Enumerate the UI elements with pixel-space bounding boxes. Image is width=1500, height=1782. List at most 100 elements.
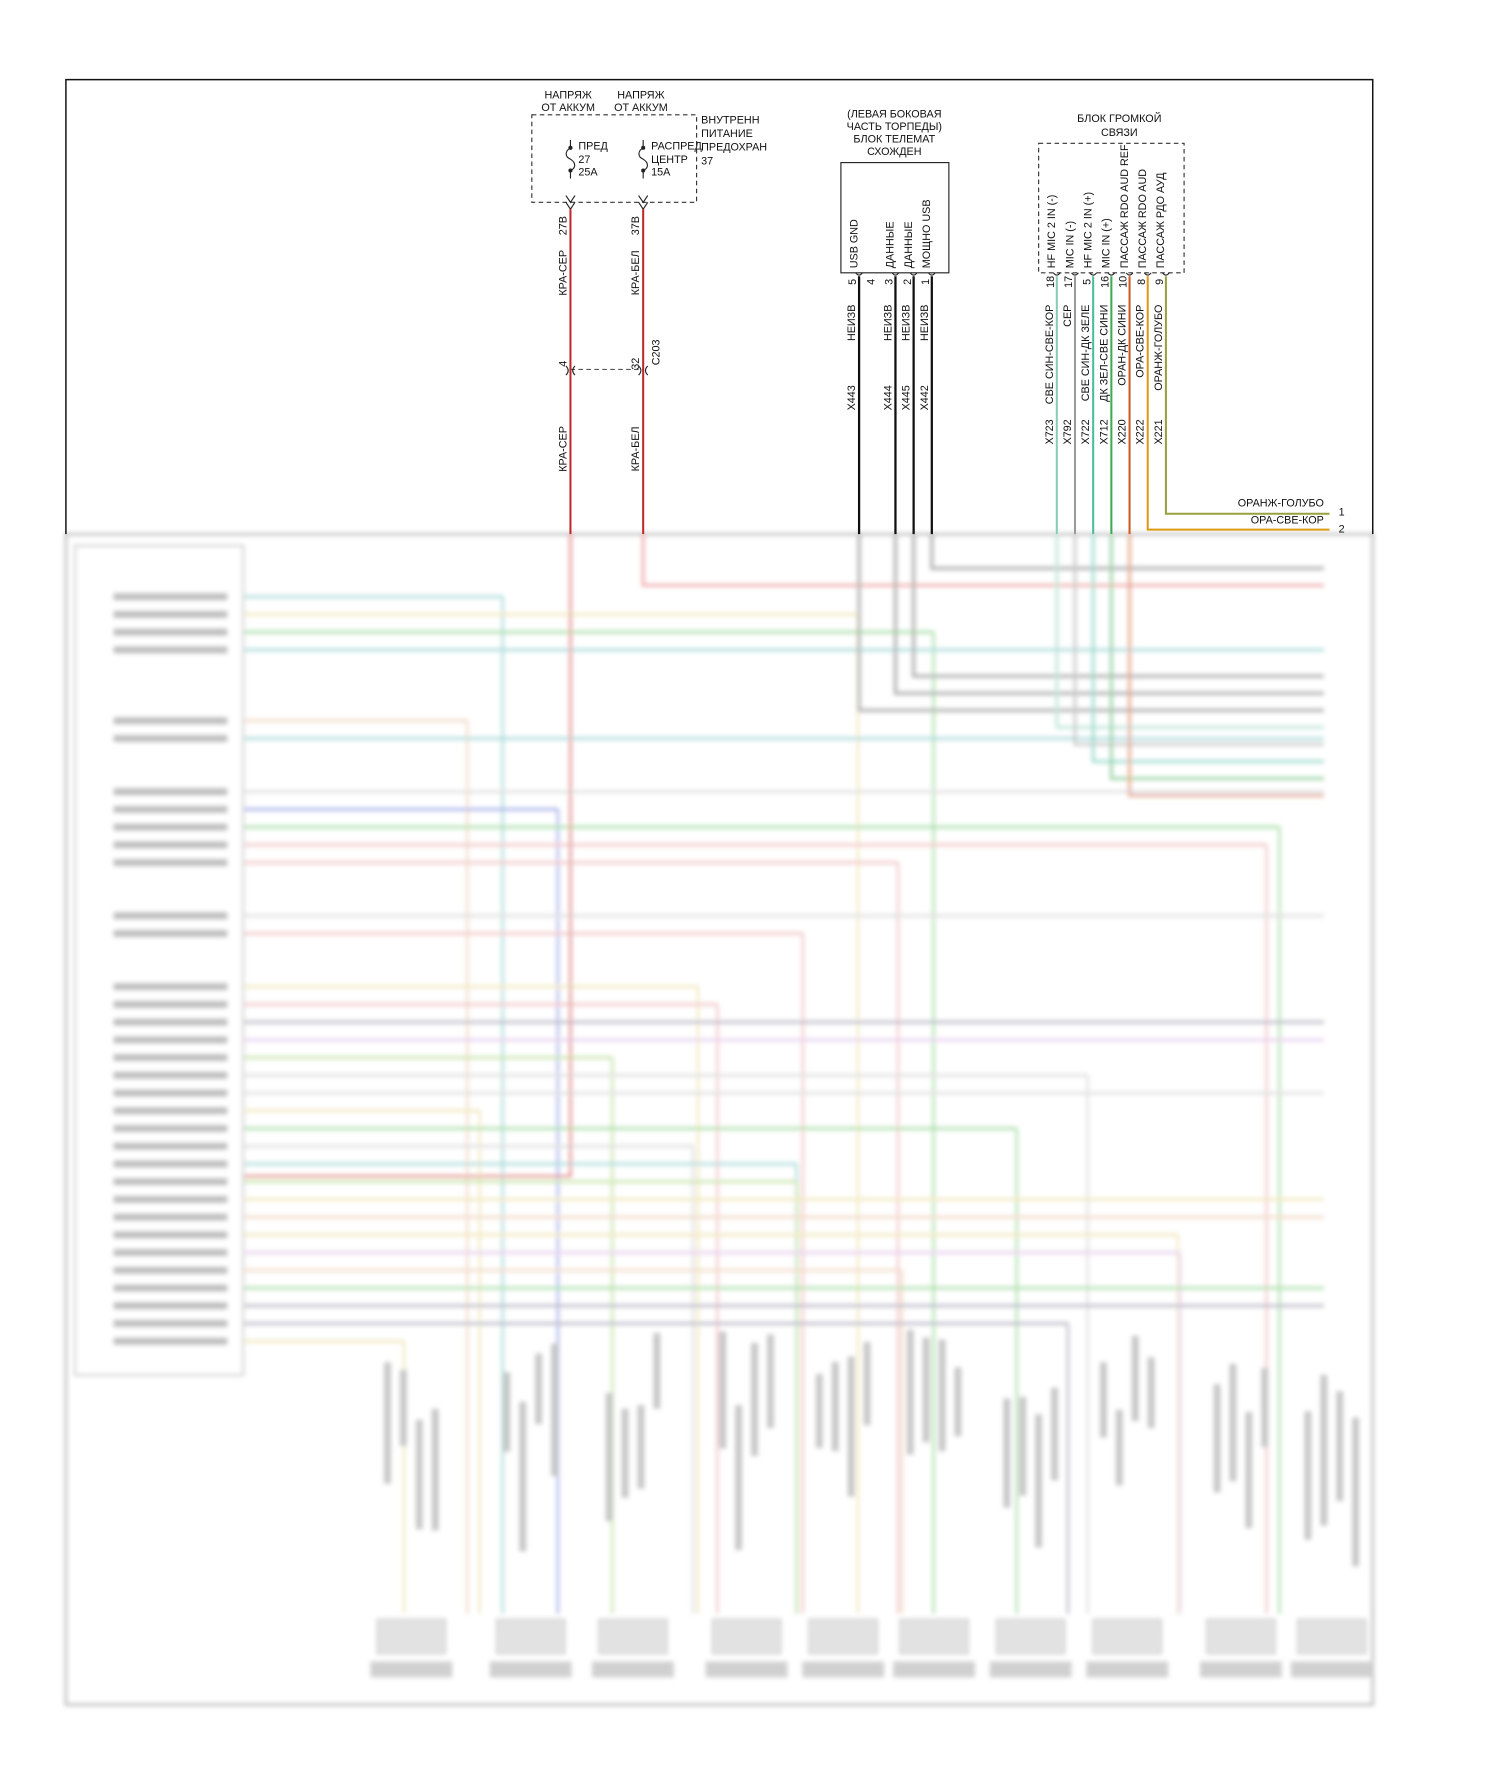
label-block <box>113 717 228 725</box>
label-block <box>113 1178 228 1186</box>
label-block <box>1261 1367 1269 1448</box>
pin-number: 4 <box>557 361 569 367</box>
label-block <box>370 1661 453 1678</box>
fuse-dot <box>568 168 573 173</box>
label-block <box>535 1353 543 1425</box>
label-block <box>113 1266 228 1274</box>
wire-color: СЕР <box>1062 305 1074 327</box>
terminal <box>1125 272 1134 276</box>
pin-number: 2 <box>902 279 914 285</box>
wire <box>893 534 1324 695</box>
label-block <box>113 1142 228 1150</box>
label-block <box>705 1661 788 1678</box>
pin-name: ПАССАЖ RDO AUD <box>1137 169 1149 269</box>
wire-color: ОРАНЖ-ГОЛУБО <box>1153 305 1165 391</box>
label-block <box>113 1284 228 1292</box>
wire-color: ОРАН-ДК СИНИ <box>1117 305 1129 386</box>
label-block <box>503 1372 511 1452</box>
terminal <box>1143 272 1152 276</box>
pin-name: USB GND <box>848 219 860 268</box>
label-block <box>735 1405 743 1550</box>
pin-name: MIC IN (+) <box>1101 218 1113 268</box>
label-block <box>113 1320 228 1327</box>
circuit-id: X722 <box>1080 419 1092 444</box>
label-block <box>1336 1391 1344 1502</box>
wire <box>1110 534 1324 780</box>
label-block <box>113 823 228 831</box>
label-block <box>719 1331 727 1449</box>
label-block <box>113 1036 228 1044</box>
wire-color: НЕИЗВ <box>846 305 858 341</box>
label-block <box>1051 1387 1058 1481</box>
label-block <box>1200 1661 1282 1678</box>
pin-name: ДАННЫЕ <box>885 221 897 268</box>
wire <box>1164 276 1330 515</box>
label-block <box>922 1337 930 1443</box>
label-block <box>938 1339 946 1452</box>
label-block <box>489 1661 572 1678</box>
wire <box>641 534 1324 587</box>
connector <box>1206 1618 1276 1655</box>
label-block <box>1019 1396 1027 1496</box>
circuit-id: X221 <box>1153 419 1165 444</box>
wire <box>911 534 1324 678</box>
pin-name: HF MIC 2 IN (+) <box>1082 192 1094 268</box>
wire-color: СВЕ СИН-ДК ЗЕЛЕ <box>1080 305 1092 402</box>
label-block <box>815 1374 823 1449</box>
terminal-number: 2 <box>1339 523 1345 535</box>
terminal-label: ОРАНЖ-ГОЛУБО <box>1238 497 1324 509</box>
label-block <box>1147 1357 1155 1429</box>
label-block <box>1229 1363 1237 1482</box>
label-block <box>113 1089 228 1097</box>
wire <box>1055 534 1324 729</box>
wire-color: ДК ЗЕЛ-СВЕ СИНИ <box>1098 305 1110 402</box>
label-block <box>751 1342 758 1456</box>
label-block <box>400 1369 407 1447</box>
label-block <box>1352 1417 1360 1567</box>
wire <box>857 534 1324 713</box>
terminal <box>891 272 900 276</box>
fuse-dot <box>568 145 573 150</box>
label-block <box>1115 1409 1123 1486</box>
label-block <box>1213 1384 1221 1493</box>
fuse-label: 15A <box>651 167 671 179</box>
label-block <box>113 1337 228 1345</box>
pin-number: 16 <box>1100 276 1112 288</box>
terminal <box>1052 272 1061 276</box>
label-block <box>113 841 228 849</box>
label-block <box>592 1661 674 1678</box>
fuse-label: ЦЕНТР <box>651 154 688 166</box>
wire <box>1073 534 1324 746</box>
fuse-box-label: ПИТАНИЕ <box>701 128 753 140</box>
fuse-dot <box>641 168 646 173</box>
fuse-box <box>531 114 698 203</box>
pin-number: 5 <box>847 279 859 285</box>
label-block <box>113 1107 228 1115</box>
label-block <box>637 1405 645 1489</box>
circuit-id: X712 <box>1098 419 1110 444</box>
label-block <box>954 1367 962 1437</box>
pin-name: HF MIC 2 IN (-) <box>1046 195 1058 269</box>
connector-pin <box>565 365 576 376</box>
label-block <box>113 1054 228 1061</box>
power-label: НАПРЯЖ <box>545 89 592 101</box>
label-block <box>113 1213 228 1221</box>
pin-number: 10 <box>1118 276 1130 288</box>
label-block <box>1086 1661 1169 1678</box>
module-title: БЛОК ТЕЛЕМАТ <box>853 134 935 146</box>
pin-number: 8 <box>1136 279 1148 285</box>
terminal <box>1162 272 1170 276</box>
pin-name: MIC IN (-) <box>1064 221 1076 268</box>
circuit-id: X792 <box>1062 419 1074 444</box>
label-block <box>113 1071 228 1079</box>
telematics-box <box>840 162 950 274</box>
terminal <box>909 272 918 276</box>
fuse-label: 25A <box>578 167 598 179</box>
wire <box>1091 534 1324 763</box>
label-block <box>113 859 228 866</box>
circuit-id: X220 <box>1117 419 1129 444</box>
label-block <box>113 930 228 937</box>
